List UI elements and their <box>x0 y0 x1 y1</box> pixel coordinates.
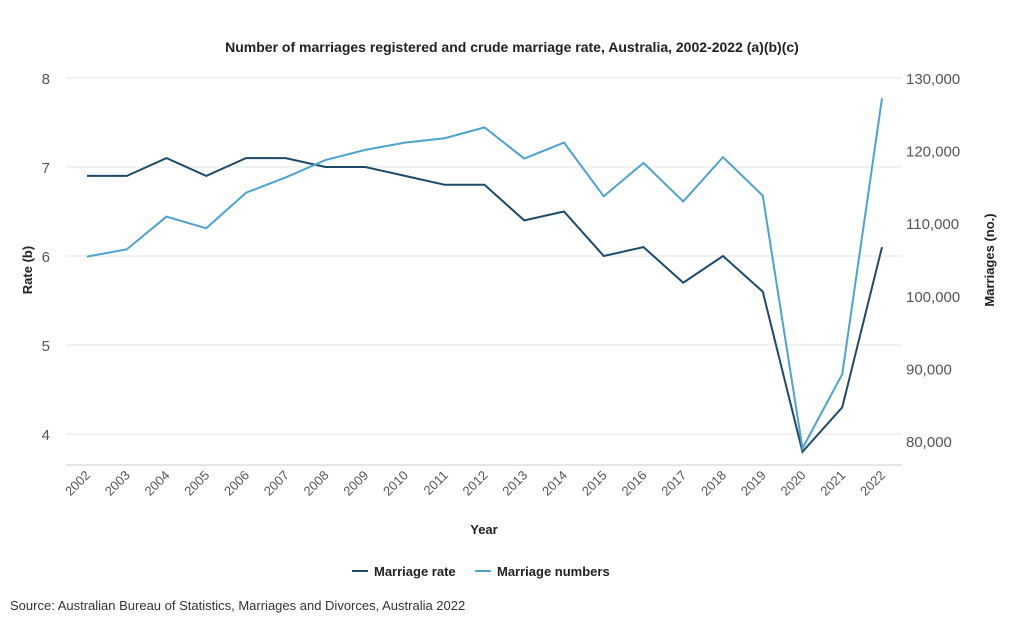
x-tick-label: 2009 <box>340 468 371 499</box>
data-point <box>363 148 367 152</box>
data-point <box>324 165 328 169</box>
y-right-tick-label: 120,000 <box>906 144 960 161</box>
y-right-tick-label: 80,000 <box>906 434 952 451</box>
x-tick-label: 2008 <box>301 468 332 499</box>
x-tick-label: 2015 <box>579 468 610 499</box>
source-note: Source: Australian Bureau of Statistics,… <box>10 598 466 613</box>
data-point <box>681 199 685 203</box>
data-point <box>443 183 447 187</box>
x-axis-title: Year <box>470 522 497 537</box>
data-point <box>363 165 367 169</box>
data-point <box>761 194 765 198</box>
data-point <box>602 254 606 258</box>
legend-label: Marriage rate <box>374 564 456 579</box>
x-tick-label: 2017 <box>658 468 689 499</box>
x-tick-label: 2020 <box>778 468 809 499</box>
data-point <box>642 161 646 165</box>
data-point <box>880 96 884 100</box>
x-tick-label: 2021 <box>817 468 848 499</box>
data-point <box>522 218 526 222</box>
x-tick-label: 2006 <box>221 468 252 499</box>
x-tick-label: 2003 <box>102 468 133 499</box>
data-point <box>562 141 566 145</box>
data-point <box>403 141 407 145</box>
data-point <box>165 215 169 219</box>
data-point <box>443 136 447 140</box>
data-point <box>801 446 805 450</box>
x-tick-label: 2004 <box>142 468 173 499</box>
x-tick-label: 2011 <box>420 468 450 498</box>
data-point <box>602 194 606 198</box>
y-left-tick-label: 6 <box>42 249 50 266</box>
data-point <box>125 174 129 178</box>
data-point <box>125 247 129 251</box>
x-tick-label: 2018 <box>698 468 729 499</box>
data-point <box>324 158 328 162</box>
data-point <box>204 174 208 178</box>
data-point <box>642 245 646 249</box>
y-left-tick-label: 5 <box>42 338 50 355</box>
y-left-tick-label: 4 <box>42 427 50 444</box>
data-point <box>880 245 884 249</box>
x-tick-label: 2005 <box>181 468 212 499</box>
data-point <box>721 155 725 159</box>
data-point <box>244 191 248 195</box>
data-point <box>85 255 89 259</box>
x-tick-label: 2019 <box>738 468 769 499</box>
data-point <box>204 226 208 230</box>
data-point <box>165 156 169 160</box>
y-left-tick-label: 8 <box>42 71 50 88</box>
y-right-tick-label: 100,000 <box>906 289 960 306</box>
data-point <box>85 174 89 178</box>
data-point <box>522 157 526 161</box>
series-line-1 <box>86 98 883 452</box>
data-point <box>721 254 725 258</box>
y-left-axis-title: Rate (b) <box>20 246 35 294</box>
y-right-tick-label: 110,000 <box>906 216 959 233</box>
data-point <box>244 156 248 160</box>
data-point <box>681 281 685 285</box>
data-point <box>284 175 288 179</box>
x-tick-label: 2022 <box>857 468 888 499</box>
x-tick-label: 2002 <box>62 468 93 499</box>
data-point <box>562 210 566 214</box>
y-right-tick-label: 130,000 <box>906 71 960 88</box>
x-tick-label: 2007 <box>261 468 292 499</box>
series-line-0 <box>87 157 883 454</box>
data-point <box>840 405 844 409</box>
legend-label: Marriage numbers <box>497 564 610 579</box>
data-point <box>284 156 288 160</box>
chart-title: Number of marriages registered and crude… <box>225 39 799 55</box>
y-right-tick-label: 90,000 <box>906 361 952 378</box>
data-point <box>801 450 805 454</box>
y-right-axis-title: Marriages (no.) <box>982 213 997 306</box>
x-tick-label: 2016 <box>619 468 650 499</box>
data-point <box>840 372 844 376</box>
data-point <box>483 183 487 187</box>
x-tick-label: 2010 <box>380 468 411 499</box>
data-point <box>403 174 407 178</box>
data-point <box>761 290 765 294</box>
x-tick-label: 2014 <box>539 468 570 499</box>
x-tick-label: 2013 <box>499 468 530 499</box>
x-tick-label: 2012 <box>460 468 491 499</box>
data-point <box>483 125 487 129</box>
y-left-tick-label: 7 <box>42 160 50 177</box>
